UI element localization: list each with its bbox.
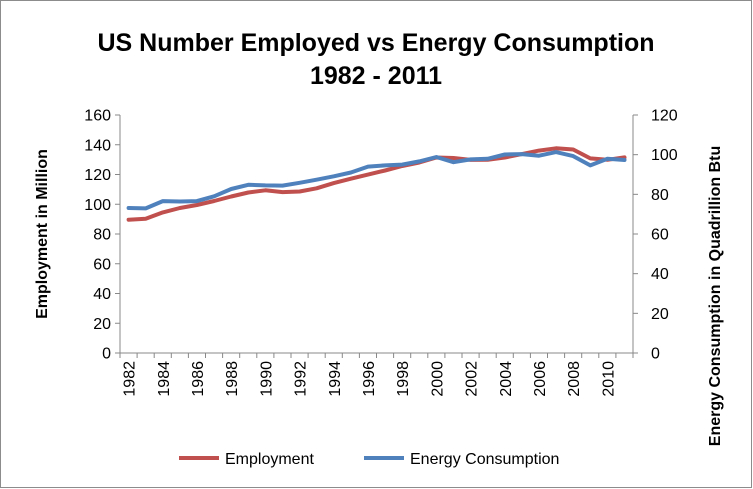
series-line-employment bbox=[126, 146, 627, 222]
y-tick-label-left: 0 bbox=[102, 346, 111, 363]
plot-area bbox=[126, 146, 627, 222]
y-tick-label-left: 100 bbox=[84, 197, 111, 214]
y-tick-label-right: 40 bbox=[651, 266, 669, 283]
y-tick-label-right: 60 bbox=[651, 227, 669, 244]
x-tick-label: 2004 bbox=[498, 361, 515, 397]
legend: Employment Energy Consumption bbox=[179, 451, 559, 468]
x-tick-label: 1994 bbox=[327, 361, 344, 397]
y-tick-label-left: 140 bbox=[84, 137, 111, 154]
x-tick-label: 2000 bbox=[429, 361, 446, 397]
y-tick-label-left: 160 bbox=[84, 108, 111, 125]
x-tick-label: 1996 bbox=[361, 361, 378, 397]
x-tick-label: 1990 bbox=[258, 361, 275, 397]
x-tick-label: 1986 bbox=[190, 361, 207, 397]
y-tick-label-right: 120 bbox=[651, 108, 678, 125]
x-tick-label: 1984 bbox=[156, 361, 173, 397]
y-tick-label-right: 0 bbox=[651, 346, 660, 363]
y-axis-label-right: Energy Consumption in Quadrillion Btu bbox=[707, 146, 724, 446]
x-tick-label: 1982 bbox=[122, 361, 139, 397]
x-tick-label: 2006 bbox=[532, 361, 549, 397]
x-tick-label: 2008 bbox=[566, 361, 583, 397]
y-tick-label-left: 40 bbox=[93, 286, 111, 303]
y-tick-label-left: 120 bbox=[84, 167, 111, 184]
chart-title: US Number Employed vs Energy Consumption bbox=[97, 29, 654, 57]
x-tick-label: 2010 bbox=[600, 361, 617, 397]
axes: 0 20 40 60 80 100 120 140 160 0 20 40 60 80 100 120 1982… bbox=[84, 108, 678, 397]
y-tick-label-right: 20 bbox=[651, 306, 669, 323]
y-tick-label-right: 100 bbox=[651, 147, 678, 164]
x-tick-label: 1998 bbox=[395, 361, 412, 397]
y-tick-label-left: 60 bbox=[93, 256, 111, 273]
x-tick-label: 1988 bbox=[224, 361, 241, 397]
x-tick-label: 2002 bbox=[464, 361, 481, 397]
x-tick-label: 1992 bbox=[293, 361, 310, 397]
legend-label-energy-consumption: Energy Consumption bbox=[410, 451, 559, 468]
y-axis-label-left: Employment in Million bbox=[34, 149, 51, 319]
series-line-energy-consumption bbox=[126, 150, 627, 211]
y-tick-label-left: 20 bbox=[93, 316, 111, 333]
legend-label-employment: Employment bbox=[225, 451, 314, 468]
y-tick-label-right: 80 bbox=[651, 187, 669, 204]
y-tick-label-left: 80 bbox=[93, 227, 111, 244]
chart-subtitle: 1982 - 2011 bbox=[310, 62, 442, 90]
